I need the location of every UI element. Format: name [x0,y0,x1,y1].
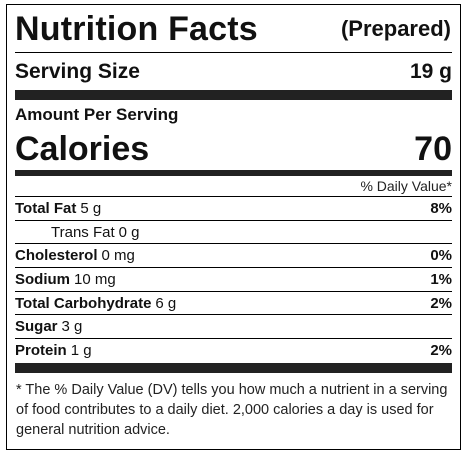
nutrient-row: Protein 1 g 2% [15,338,452,362]
nutrient-left: Total Carbohydrate 6 g [15,295,176,312]
nutrition-facts-label: Nutrition Facts (Prepared) Serving Size … [6,4,461,450]
prepared-qualifier: (Prepared) [340,16,451,41]
nutrient-amount: 1 g [70,341,92,359]
nutrient-daily-value: 1% [430,270,452,288]
nutrient-name: Protein [15,341,67,359]
nutrient-row: Sugar 3 g [15,314,452,338]
daily-value-header: % Daily Value* [360,178,452,194]
nutrient-row: Total Fat 5 g 8% [15,196,452,220]
calories-value: 70 [414,129,452,168]
nutrient-name: Total Fat [15,199,77,217]
nutrient-left: Sugar 3 g [15,318,82,335]
nutrient-left: Sodium 10 mg [15,271,116,288]
medium-divider [15,170,452,176]
nutrient-daily-value: 8% [430,199,452,217]
nutrient-list: Total Fat 5 g 8% Trans Fat 0 g Cholesterol 0 m… [15,196,452,362]
nutrient-left: Total Fat 5 g [15,200,101,217]
serving-size-label: Serving Size [15,59,140,83]
nutrient-name: Sodium [15,270,70,288]
serving-size-row: Serving Size 19 g [15,53,452,90]
nutrient-amount: 3 g [61,318,83,336]
nutrient-amount: 5 g [80,199,102,217]
serving-size-value: 19 g [409,59,452,83]
nutrient-left: Cholesterol 0 mg [15,247,135,264]
title-row: Nutrition Facts (Prepared) [15,5,452,46]
nutrient-left: Protein 1 g [15,342,92,359]
nutrient-name: Trans Fat [51,223,115,241]
nutrient-amount: 0 g [118,223,140,241]
nutrient-row: Cholesterol 0 mg 0% [15,243,452,267]
nutrient-amount: 10 mg [74,270,116,288]
nutrient-row: Sodium 10 mg 1% [15,267,452,291]
footnote: * The % Daily Value (DV) tells you how m… [16,381,448,438]
nutrient-row: Total Carbohydrate 6 g 2% [15,290,452,315]
calories-row: Calories 70 [15,128,452,170]
amount-per-serving: Amount Per Serving [15,105,179,124]
thick-divider [15,90,452,100]
thick-divider-bottom [15,362,452,373]
nutrient-left: Trans Fat 0 g [15,224,140,241]
divider [15,52,452,53]
calories-label: Calories [15,129,150,168]
nutrient-name: Total Carbohydrate [15,294,152,312]
label-title: Nutrition Facts [15,10,258,48]
nutrient-name: Cholesterol [15,247,98,265]
nutrient-daily-value: 2% [430,341,452,359]
nutrient-name: Sugar [15,318,58,336]
nutrient-daily-value: 0% [430,247,452,265]
nutrient-amount: 6 g [155,294,177,312]
nutrient-amount: 0 mg [101,247,135,265]
nutrient-daily-value: 2% [430,294,452,312]
nutrient-row: Trans Fat 0 g [15,219,452,244]
